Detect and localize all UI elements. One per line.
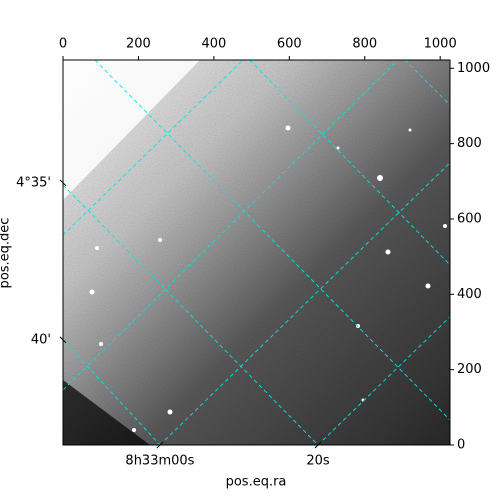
dec-tick bbox=[59, 179, 67, 187]
x-tick-label: 1000 bbox=[424, 37, 457, 52]
coordinate-grid bbox=[63, 60, 450, 445]
y-tick-label: 600 bbox=[457, 211, 482, 226]
frame bbox=[62, 59, 451, 446]
y-axis-label: pos.eq.dec bbox=[0, 218, 13, 289]
x-tick-label: 0 bbox=[59, 37, 67, 52]
x-tick-label: 200 bbox=[126, 37, 151, 52]
y-tick-label: 400 bbox=[457, 287, 482, 302]
ra-tick bbox=[156, 441, 164, 449]
y-tick-label: 0 bbox=[457, 438, 465, 453]
image bbox=[63, 60, 450, 445]
ra-tick-label: 20s bbox=[306, 454, 330, 469]
y-tick-label: 200 bbox=[457, 362, 482, 377]
dec-tick-label: 4°35' bbox=[16, 175, 51, 190]
x-tick-label: 400 bbox=[201, 37, 226, 52]
x-tick-label: 800 bbox=[352, 37, 377, 52]
y-tick-label: 1000 bbox=[457, 61, 490, 76]
x-axis-label: pos.eq.ra bbox=[226, 475, 287, 490]
ra-tick-label: 8h33m00s bbox=[125, 454, 194, 469]
x-tick-label: 600 bbox=[277, 37, 302, 52]
dec-tick-label: 40' bbox=[31, 332, 51, 347]
y-tick-label: 800 bbox=[457, 136, 482, 151]
dec-tick bbox=[59, 336, 67, 344]
ra-tick bbox=[314, 441, 322, 449]
